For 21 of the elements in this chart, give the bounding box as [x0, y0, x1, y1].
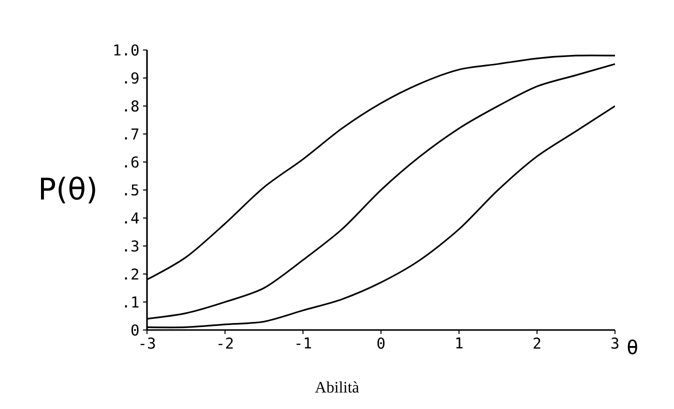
y-tick-label: .8 [125, 100, 139, 112]
x-tick-label: -1 [296, 338, 311, 348]
x-axis-title: θ [628, 339, 638, 354]
x-tick-label: 0 [377, 338, 385, 349]
y-tick-label: .1 [125, 296, 138, 308]
y-tick-label: .4 [125, 212, 139, 224]
y-tick-label: .7 [125, 128, 138, 140]
y-axis-title: P(θ) [41, 176, 96, 204]
x-tick-label: 3 [612, 338, 618, 349]
y-tick-label: .9 [125, 72, 138, 84]
text: Abilità [315, 381, 359, 393]
x-tick-label: -3 [140, 338, 155, 349]
x-tick-label: -2 [218, 338, 233, 349]
y-tick-label: .3 [125, 240, 138, 252]
x-tick-label: 1 [456, 338, 462, 348]
y-tick-label: 1.0 [114, 44, 139, 56]
x-tick-label: 2 [534, 338, 540, 349]
y-tick-label: .5 [125, 184, 138, 196]
y-tick-label: 0 [131, 324, 139, 336]
y-tick-label: .2 [125, 268, 138, 280]
y-tick-label: .6 [125, 156, 139, 168]
